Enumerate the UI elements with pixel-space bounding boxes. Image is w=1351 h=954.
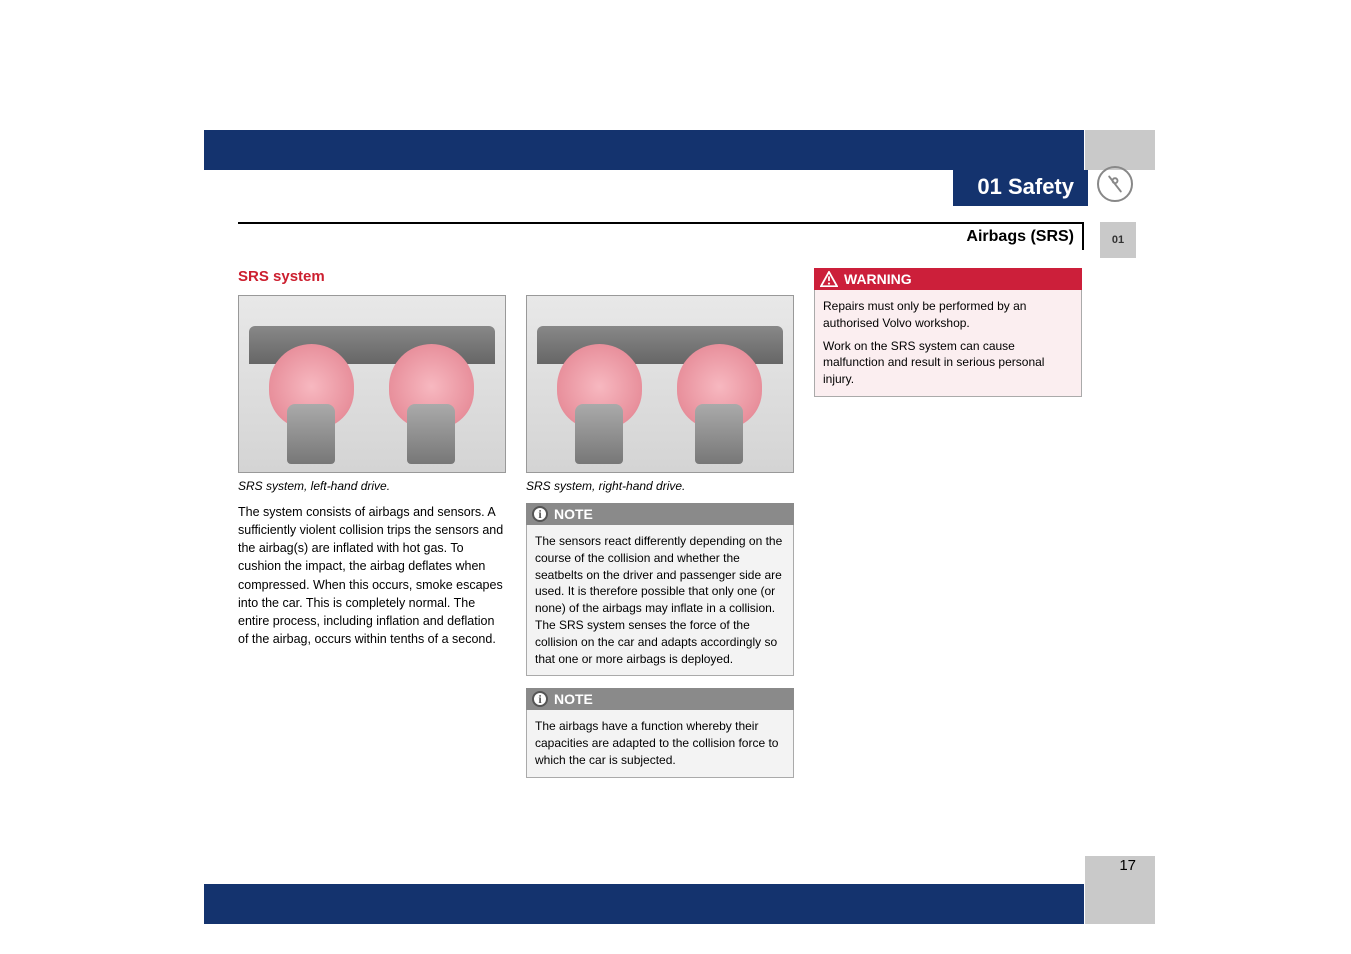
page-number: 17 [1119, 857, 1136, 874]
warning-p1: Repairs must only be performed by an aut… [823, 298, 1073, 332]
content-area: SRS system SRS system, left-hand drive. … [238, 268, 1084, 790]
seatbelt-icon [1097, 166, 1133, 202]
note-header-2: i NOTE [526, 688, 794, 710]
info-icon: i [532, 691, 548, 707]
note-label-2: NOTE [554, 691, 593, 707]
figure-caption-right: SRS system, right-hand drive. [526, 479, 794, 493]
srs-body-text: The system consists of airbags and senso… [238, 503, 506, 648]
top-blue-bar [204, 130, 1084, 170]
note-header-1: i NOTE [526, 503, 794, 525]
figure-left-hand-drive [238, 295, 506, 473]
chapter-tab: 01 [1100, 222, 1136, 258]
column-1: SRS system SRS system, left-hand drive. … [238, 268, 506, 790]
warning-body: Repairs must only be performed by an aut… [814, 290, 1082, 397]
warning-icon [820, 271, 838, 287]
warning-callout: WARNING Repairs must only be performed b… [814, 268, 1082, 397]
warning-p2: Work on the SRS system can cause malfunc… [823, 338, 1073, 388]
note-callout-1: i NOTE The sensors react differently dep… [526, 503, 794, 676]
figure-caption-left: SRS system, left-hand drive. [238, 479, 506, 493]
warning-label: WARNING [844, 271, 912, 287]
note-label-1: NOTE [554, 506, 593, 522]
note-body-2: The airbags have a function whereby thei… [526, 710, 794, 777]
chapter-title: 01 Safety [953, 170, 1088, 206]
note-callout-2: i NOTE The airbags have a function where… [526, 688, 794, 777]
info-icon: i [532, 506, 548, 522]
bottom-blue-bar [204, 884, 1084, 924]
figure-right-hand-drive [526, 295, 794, 473]
column-3: WARNING Repairs must only be performed b… [814, 268, 1082, 790]
note-body-1: The sensors react differently depending … [526, 525, 794, 676]
top-gray-bar [1085, 130, 1155, 170]
column-2: SRS system, right-hand drive. i NOTE The… [526, 268, 794, 790]
warning-header: WARNING [814, 268, 1082, 290]
section-title: Airbags (SRS) [238, 222, 1084, 250]
srs-heading: SRS system [238, 268, 506, 285]
